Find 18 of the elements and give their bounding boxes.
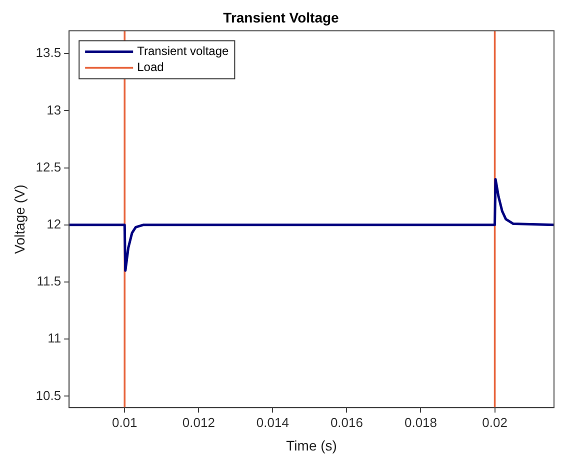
y-tick-label: 12: [46, 216, 62, 232]
y-axis-title: Voltage (V): [11, 184, 28, 254]
y-tick-label: 11.5: [36, 274, 62, 289]
chart-title: Transient Voltage: [223, 9, 340, 26]
x-tick-label: 0.012: [182, 414, 215, 430]
y-tick-label: 13: [46, 102, 62, 118]
y-tick-label: 13.5: [36, 45, 62, 60]
y-tick-label: 11: [48, 330, 62, 346]
y-tick-label: 12.5: [36, 159, 62, 174]
y-tick-label: 10.5: [36, 388, 62, 403]
x-axis-title: Time (s): [286, 437, 337, 454]
x-tick-label: 0.01: [112, 414, 138, 430]
legend-label: Transient voltage: [137, 44, 230, 58]
x-tick-label: 0.014: [256, 414, 289, 430]
legend-label: Load: [137, 60, 164, 74]
x-tick-label: 0.016: [330, 414, 363, 430]
x-tick-label: 0.02: [482, 414, 508, 430]
x-tick-label: 0.018: [404, 414, 438, 430]
